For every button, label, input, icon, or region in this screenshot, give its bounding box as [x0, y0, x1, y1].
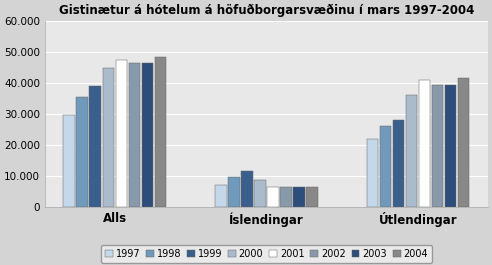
- Bar: [458, 78, 469, 207]
- Bar: [228, 177, 240, 207]
- Bar: [419, 80, 430, 207]
- Bar: [154, 57, 166, 207]
- Bar: [306, 187, 318, 207]
- Bar: [215, 185, 227, 207]
- Bar: [102, 68, 114, 207]
- Bar: [405, 95, 417, 207]
- Bar: [63, 116, 75, 207]
- Title: Gistinætur á hótelum á höfuðborgarsvæðinu í mars 1997-2004: Gistinætur á hótelum á höfuðborgarsvæðin…: [59, 4, 474, 17]
- Bar: [267, 187, 279, 207]
- Bar: [367, 139, 378, 207]
- Legend: 1997, 1998, 1999, 2000, 2001, 2002, 2003, 2004: 1997, 1998, 1999, 2000, 2001, 2002, 2003…: [101, 245, 432, 263]
- Bar: [241, 171, 253, 207]
- Bar: [379, 126, 391, 207]
- Bar: [90, 86, 101, 207]
- Bar: [128, 63, 140, 207]
- Bar: [280, 187, 292, 207]
- Bar: [76, 97, 88, 207]
- Bar: [445, 85, 457, 207]
- Bar: [293, 187, 305, 207]
- Bar: [254, 180, 266, 207]
- Bar: [142, 63, 154, 207]
- Bar: [431, 85, 443, 207]
- Bar: [116, 60, 127, 207]
- Bar: [393, 120, 404, 207]
